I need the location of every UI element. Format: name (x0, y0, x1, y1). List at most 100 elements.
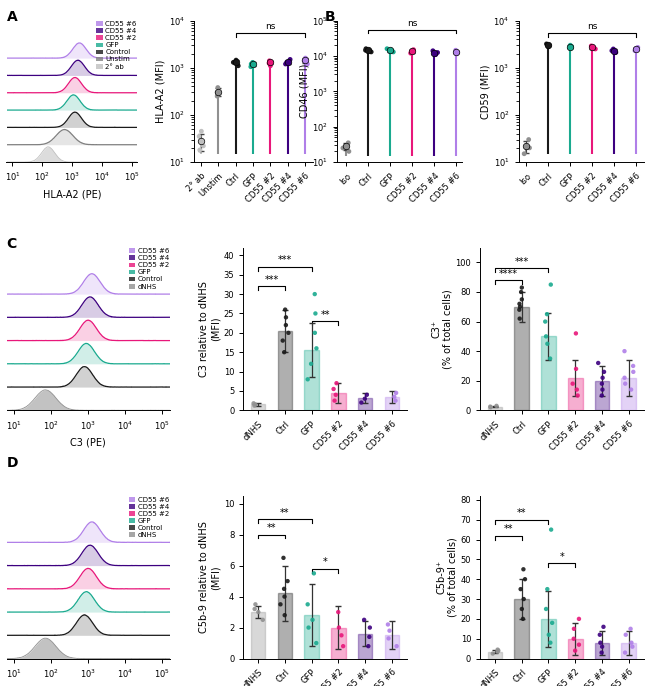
Text: ***: *** (515, 257, 529, 267)
Point (620, 647, 630, 658)
Point (491, 401, 502, 412)
Point (198, 141, 209, 152)
Point (366, 47, 376, 58)
Point (542, 309, 552, 320)
Point (608, 43, 619, 54)
Point (619, 372, 630, 383)
Point (515, 301, 525, 312)
Point (597, 647, 607, 658)
Point (628, 366, 638, 377)
Point (630, 43, 641, 54)
Bar (568, 639, 582, 659)
Text: ns: ns (587, 22, 597, 31)
Text: **: ** (504, 524, 513, 534)
Bar (541, 336, 556, 410)
Point (626, 637, 636, 648)
Point (213, 82, 223, 93)
Point (300, 55, 310, 66)
Point (302, 599, 313, 610)
Text: *: * (560, 552, 564, 562)
Point (279, 346, 289, 357)
Point (248, 398, 259, 409)
Point (250, 604, 260, 615)
Point (610, 47, 621, 58)
Point (519, 593, 529, 604)
Point (632, 42, 643, 53)
Point (363, 44, 373, 55)
Point (546, 524, 556, 535)
Point (302, 374, 313, 385)
Point (521, 141, 532, 152)
Y-axis label: C5b-9⁺
(% of total cells): C5b-9⁺ (% of total cells) (436, 537, 458, 617)
Point (231, 55, 241, 66)
Point (309, 289, 320, 300)
Legend: CD55 #6, CD55 #4, CD55 #2, GFP, Control, dNHS: CD55 #6, CD55 #4, CD55 #2, GFP, Control,… (129, 248, 169, 289)
Point (597, 384, 608, 395)
Point (281, 312, 291, 323)
Point (196, 126, 207, 137)
Point (450, 45, 461, 56)
Text: ns: ns (407, 19, 417, 28)
Point (233, 60, 244, 71)
Point (451, 47, 462, 58)
Bar (514, 599, 529, 659)
Point (518, 564, 528, 575)
Point (547, 617, 557, 628)
Point (360, 45, 370, 56)
Point (597, 390, 607, 401)
Point (361, 43, 371, 54)
Point (338, 143, 348, 154)
Legend: CD55 #6, CD55 #4, CD55 #2, GFP, Control, Unstim, 2° ab: CD55 #6, CD55 #4, CD55 #2, GFP, Control,… (96, 21, 136, 69)
Point (571, 328, 581, 339)
Point (331, 390, 341, 401)
Point (280, 58, 291, 69)
Point (336, 630, 346, 641)
Point (598, 622, 608, 632)
Point (361, 390, 372, 401)
Point (514, 298, 525, 309)
Point (302, 58, 313, 69)
Point (280, 304, 291, 315)
Text: **: ** (266, 523, 276, 533)
Point (569, 624, 579, 635)
Point (545, 279, 556, 290)
Point (517, 604, 527, 615)
Text: **: ** (280, 508, 290, 517)
Bar (358, 634, 372, 659)
Point (545, 637, 556, 648)
Bar (358, 398, 372, 410)
Point (363, 641, 374, 652)
X-axis label: C3 (PE): C3 (PE) (70, 437, 106, 447)
Y-axis label: CD59 (MFI): CD59 (MFI) (480, 64, 491, 119)
Text: C: C (6, 237, 17, 250)
Point (309, 568, 319, 579)
Bar (331, 393, 346, 410)
Bar (385, 635, 399, 659)
Point (597, 372, 608, 383)
Point (283, 56, 293, 67)
Text: D: D (6, 456, 18, 470)
Point (541, 331, 551, 342)
Point (586, 40, 597, 51)
Point (514, 313, 525, 324)
Point (543, 629, 554, 640)
Point (278, 552, 289, 563)
Point (307, 615, 318, 626)
Point (429, 47, 439, 58)
Point (515, 584, 526, 595)
Point (619, 346, 630, 357)
Point (574, 613, 584, 624)
Text: **: ** (517, 508, 526, 518)
Point (333, 606, 343, 617)
Point (517, 282, 527, 293)
Point (541, 604, 551, 615)
Bar (595, 381, 609, 410)
Point (299, 56, 309, 67)
Point (493, 644, 503, 655)
Point (390, 395, 400, 406)
Point (514, 305, 525, 316)
Point (306, 358, 317, 369)
Point (625, 624, 636, 635)
Point (566, 41, 577, 52)
Point (196, 135, 206, 146)
